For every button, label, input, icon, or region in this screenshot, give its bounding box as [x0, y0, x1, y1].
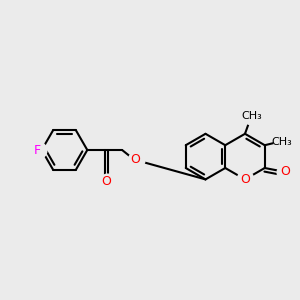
Text: O: O	[102, 175, 111, 188]
Text: O: O	[131, 153, 140, 166]
Text: O: O	[280, 165, 290, 178]
Text: CH₃: CH₃	[241, 111, 262, 121]
Text: O: O	[240, 173, 250, 186]
Text: F: F	[34, 143, 41, 157]
Text: CH₃: CH₃	[272, 136, 292, 147]
